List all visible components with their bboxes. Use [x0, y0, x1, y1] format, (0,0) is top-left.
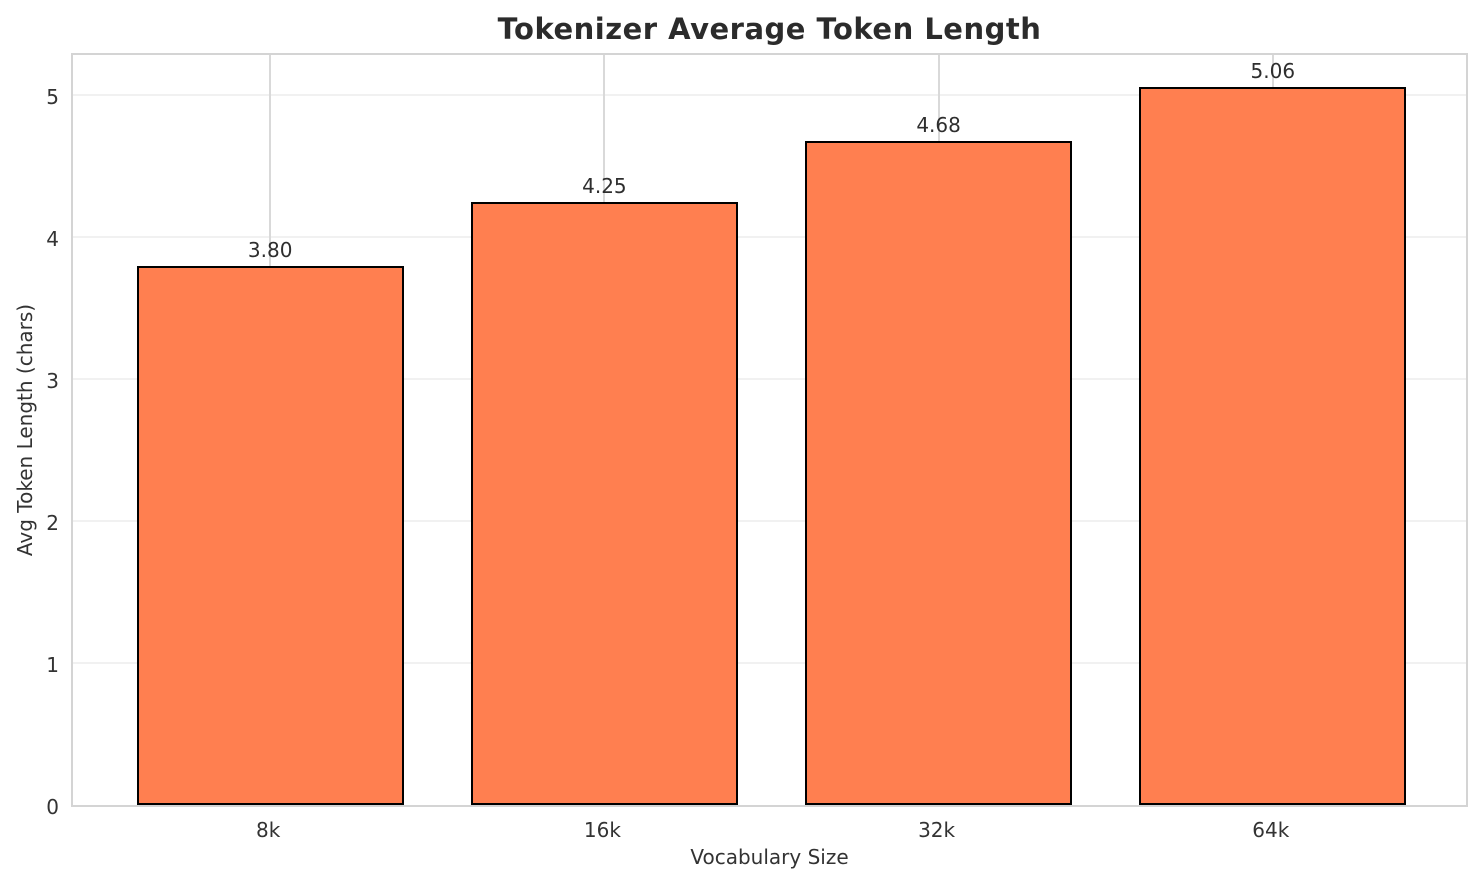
plot-area: 3.80 4.25 4.68 5.06 — [71, 53, 1468, 807]
y-tick-label: 1 — [46, 653, 59, 678]
gridline-horizontal — [73, 662, 1466, 665]
gridline-horizontal — [73, 520, 1466, 523]
y-tick-label: 4 — [46, 227, 59, 252]
y-tick-label: 2 — [46, 511, 59, 536]
y-tick-label: 3 — [46, 369, 59, 394]
gridline-horizontal — [73, 94, 1466, 97]
bar-value-label: 5.06 — [1250, 58, 1296, 83]
bar-64k — [1139, 86, 1407, 805]
y-tick-label: 5 — [46, 85, 59, 110]
bar-8k — [136, 265, 404, 805]
x-tick-label-8k: 8k — [256, 818, 281, 842]
y-tick-label: 0 — [46, 795, 59, 819]
gridline-horizontal — [73, 378, 1466, 381]
bar-32k — [804, 140, 1073, 805]
bar-value-label: 4.25 — [582, 173, 627, 198]
bar-value-label: 4.68 — [916, 112, 961, 137]
x-tick-label-16k: 16k — [583, 818, 621, 842]
x-axis-label: Vocabulary Size — [690, 845, 849, 869]
x-tick-label-32k: 32k — [918, 818, 956, 842]
gridline-horizontal — [73, 236, 1466, 239]
x-tick-label-64k: 64k — [1252, 818, 1290, 842]
chart-title: Tokenizer Average Token Length — [497, 12, 1042, 46]
bar-value-label: 3.80 — [247, 237, 293, 262]
bar-16k — [470, 201, 739, 805]
